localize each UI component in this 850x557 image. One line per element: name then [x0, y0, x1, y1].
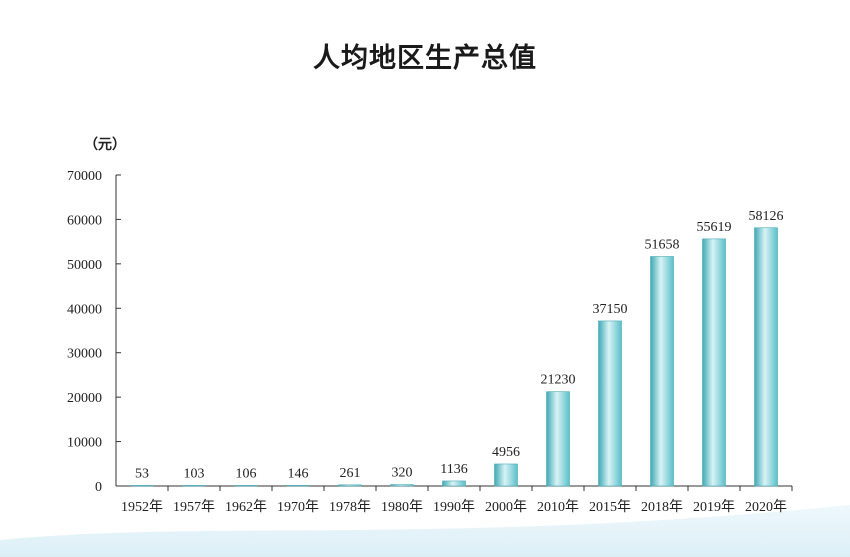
x-tick-label: 2019年	[693, 499, 735, 515]
bar	[546, 391, 570, 487]
x-tick-label: 1952年	[121, 499, 163, 515]
bar	[494, 463, 518, 487]
bar	[650, 256, 674, 487]
bar	[754, 227, 778, 487]
y-tick-label: 10000	[67, 436, 102, 451]
bar-value-label: 55619	[697, 220, 732, 235]
y-tick-label: 50000	[67, 258, 102, 273]
bar	[286, 485, 310, 487]
x-tick-label: 2018年	[641, 499, 683, 515]
bar	[130, 485, 154, 487]
bar-value-label: 146	[288, 466, 309, 481]
decorative-wave-bottom	[0, 505, 850, 557]
bar	[338, 484, 362, 487]
bar-value-label: 58126	[749, 209, 784, 224]
x-tick-label: 2000年	[485, 499, 527, 515]
bar	[234, 485, 258, 487]
bar-value-label: 1136	[440, 462, 467, 477]
y-tick-label: 30000	[67, 347, 102, 362]
y-tick-label: 60000	[67, 213, 102, 228]
axes-group: 0 10000 20000 30000 40000 50000 60000 70000	[67, 169, 793, 495]
bar	[390, 484, 414, 487]
bar	[182, 485, 206, 487]
bar-value-label: 21230	[541, 373, 576, 388]
y-tick-label: 20000	[67, 391, 102, 406]
bar-value-label: 106	[236, 466, 257, 481]
labels-group: 53 1952年 103 1957年 106 1962年 146 1970年 261 1978年 3…	[121, 209, 787, 515]
bar	[702, 238, 726, 487]
x-tick-label: 1962年	[225, 499, 267, 515]
y-tick-label: 70000	[67, 169, 102, 184]
bar	[598, 320, 622, 487]
x-tick-label: 1990年	[433, 499, 475, 515]
bar-value-label: 53	[135, 466, 149, 481]
bar-value-label: 51658	[645, 237, 680, 252]
bars-group	[130, 227, 778, 487]
x-tick-label: 2020年	[745, 499, 787, 515]
bar-value-label: 320	[392, 466, 413, 481]
bar	[442, 480, 466, 487]
bar-value-label: 261	[340, 466, 361, 481]
bar-value-label: 37150	[593, 302, 628, 317]
bar-value-label: 4956	[492, 445, 520, 460]
bar-value-label: 103	[184, 466, 205, 481]
y-tick-label: 0	[95, 480, 102, 495]
x-tick-label: 1978年	[329, 499, 371, 515]
x-tick-label: 2015年	[589, 499, 631, 515]
y-axis-unit-label: （元）	[84, 137, 126, 153]
x-tick-label: 1970年	[277, 499, 319, 515]
y-tick-label: 40000	[67, 302, 102, 317]
chart-title: 人均地区生产总值	[313, 43, 537, 74]
x-tick-label: 1980年	[381, 499, 423, 515]
x-tick-label: 1957年	[173, 499, 215, 515]
x-tick-label: 2010年	[537, 499, 579, 515]
